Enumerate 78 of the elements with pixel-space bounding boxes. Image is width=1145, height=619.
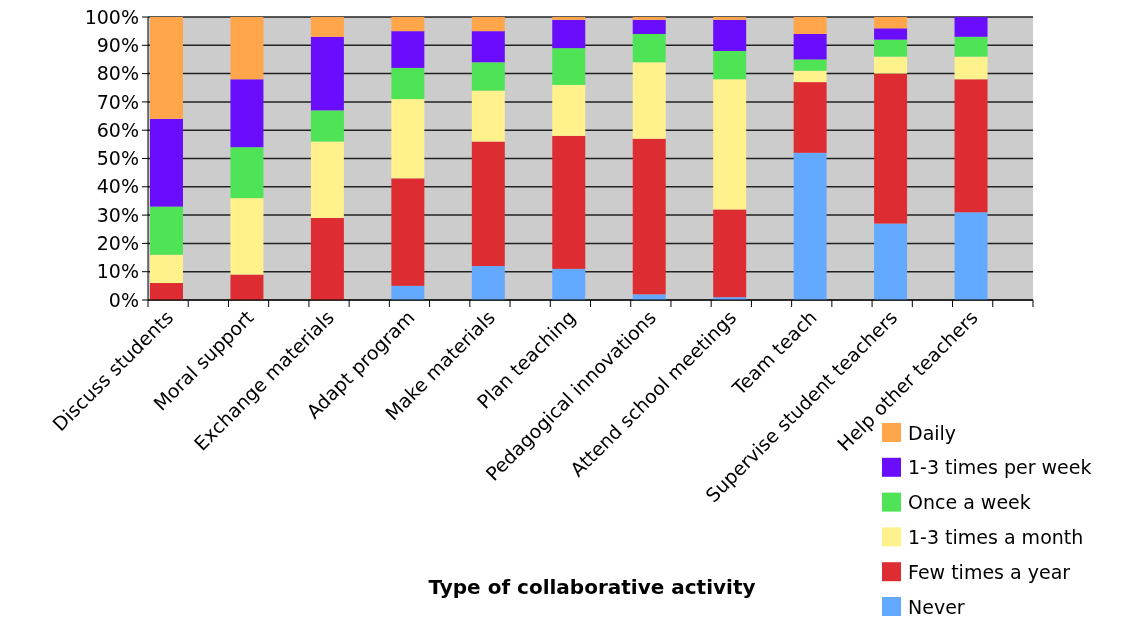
bar [391,99,425,179]
bar [713,209,747,298]
bar [632,33,666,63]
bar [713,17,747,20]
bar [793,59,827,71]
bar [150,17,183,119]
bar [874,56,908,74]
bar [471,17,505,32]
bar [310,217,344,300]
bar [793,152,827,300]
bar [954,212,988,300]
bar [632,138,666,295]
bar [230,79,264,148]
bar [874,39,908,57]
x-axis-title: Type of collaborative activity [428,575,756,599]
bar [793,33,827,60]
legend-label: 1-3 times per week [908,456,1092,479]
bar [391,31,425,68]
bar [150,206,183,255]
bar [552,135,586,269]
bar [713,79,747,210]
bar [150,118,183,207]
bar [632,17,666,20]
bar [954,17,988,37]
y-tick-label: 80% [96,62,139,85]
bar [874,28,908,40]
bar [954,56,988,80]
bar [471,141,505,267]
bar [793,70,827,83]
bar [874,223,908,300]
y-tick-label: 100% [84,5,139,28]
bar [632,19,666,34]
legend-label: Once a week [908,491,1031,514]
bar [552,268,586,300]
bar [793,17,827,34]
bar [632,62,666,139]
bar [310,17,344,37]
bar [471,90,505,142]
bar [874,73,908,224]
bar [391,67,425,100]
y-tick-label: 90% [96,33,139,56]
bar [793,82,827,153]
legend-label: Few times a year [908,560,1071,583]
y-tick-label: 40% [96,175,139,198]
y-tick-label: 10% [96,260,139,283]
bar [150,283,183,300]
bar [552,19,586,49]
bar [310,141,344,218]
bar [471,62,505,91]
bar [391,178,425,286]
y-tick-label: 30% [96,203,139,226]
bar [230,17,264,80]
bar [230,274,264,300]
bar [310,110,344,142]
bar [391,17,425,32]
y-tick-label: 20% [96,232,139,255]
bar [230,147,264,199]
legend-label: Daily [908,421,957,444]
bar [954,79,988,213]
bar [552,17,586,20]
bar [874,17,908,29]
legend-label: 1-3 times a month [908,526,1084,549]
y-tick-label: 60% [96,118,139,141]
bar [552,84,586,136]
y-tick-label: 70% [96,90,139,113]
bar [471,266,505,300]
y-tick-label: 50% [96,147,139,170]
bar [391,285,425,300]
bar [471,31,505,63]
y-tick-label: 0% [108,288,139,311]
bar [713,19,747,51]
bar [552,48,586,85]
bar [310,36,344,111]
bar [230,198,264,275]
bar [954,36,988,57]
bar [713,50,747,80]
legend-label: Never [908,595,965,618]
bar [150,254,183,284]
